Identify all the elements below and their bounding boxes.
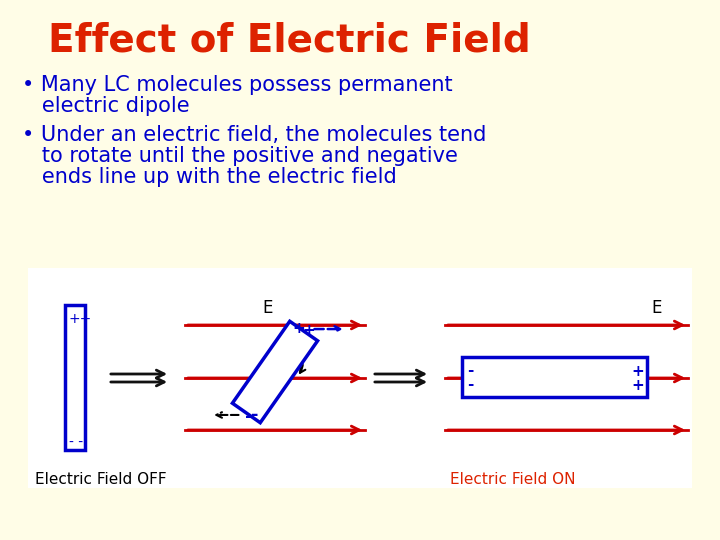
Text: -: -	[245, 408, 252, 426]
Text: Effect of Electric Field: Effect of Electric Field	[48, 22, 531, 60]
Text: ends line up with the electric field: ends line up with the electric field	[22, 167, 397, 187]
Text: +: +	[292, 321, 305, 335]
Bar	[65, 305, 85, 450]
Text: -: -	[251, 406, 258, 424]
Text: E: E	[652, 299, 662, 317]
Text: - -: - -	[69, 435, 83, 449]
Text: ++: ++	[68, 312, 91, 326]
Text: E: E	[263, 299, 273, 317]
Text: to rotate until the positive and negative: to rotate until the positive and negativ…	[22, 146, 458, 166]
Text: Electric Field OFF: Electric Field OFF	[35, 472, 166, 487]
Text: electric dipole: electric dipole	[22, 96, 189, 116]
Text: Electric Field ON: Electric Field ON	[450, 472, 575, 487]
Text: -: -	[467, 377, 473, 393]
Text: • Many LC molecules possess permanent: • Many LC molecules possess permanent	[22, 75, 453, 95]
Text: -: -	[467, 363, 473, 379]
Text: +: +	[631, 377, 644, 393]
Polygon shape	[233, 321, 318, 423]
Text: +: +	[631, 363, 644, 379]
Bar	[462, 357, 647, 397]
Text: +: +	[302, 322, 315, 338]
Text: • Under an electric field, the molecules tend: • Under an electric field, the molecules…	[22, 125, 487, 145]
Bar	[28, 268, 692, 488]
